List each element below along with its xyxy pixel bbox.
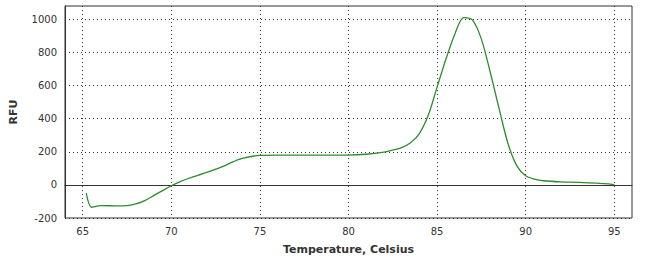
- svg-text:400: 400: [38, 113, 57, 124]
- svg-text:800: 800: [38, 47, 57, 58]
- svg-text:80: 80: [342, 226, 355, 237]
- svg-text:RFU: RFU: [7, 100, 20, 125]
- svg-text:600: 600: [38, 80, 57, 91]
- svg-text:95: 95: [608, 226, 621, 237]
- svg-text:90: 90: [519, 226, 532, 237]
- svg-text:70: 70: [165, 226, 178, 237]
- svg-text:75: 75: [254, 226, 267, 237]
- svg-text:0: 0: [51, 179, 57, 190]
- svg-text:200: 200: [38, 146, 57, 157]
- svg-text:-200: -200: [34, 213, 57, 224]
- svg-text:1000: 1000: [32, 14, 57, 25]
- svg-text:65: 65: [76, 226, 89, 237]
- svg-text:Temperature, Celsius: Temperature, Celsius: [283, 243, 415, 256]
- svg-text:85: 85: [431, 226, 444, 237]
